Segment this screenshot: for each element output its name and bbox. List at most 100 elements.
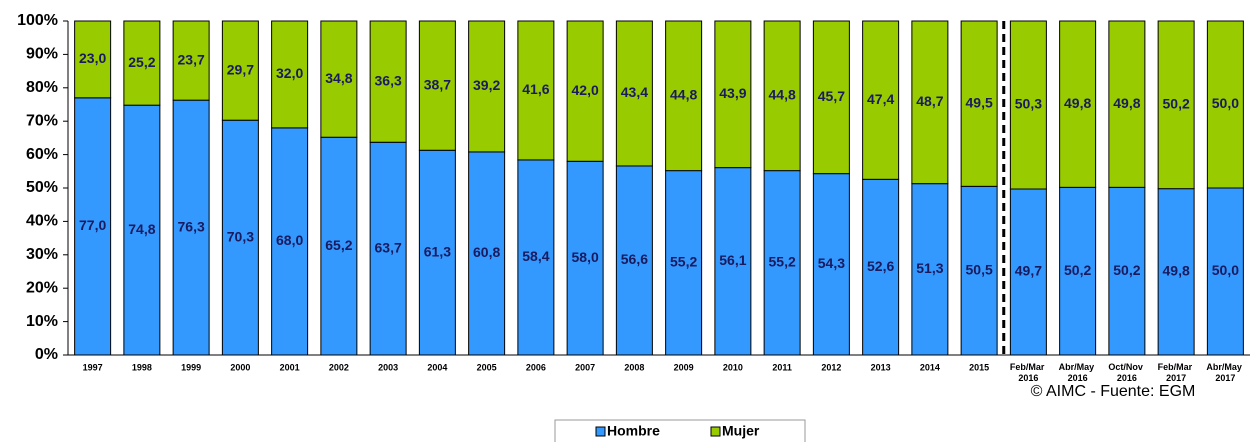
value-label: 45,7 <box>818 88 845 104</box>
bar-segment <box>862 178 900 356</box>
bar-segment <box>960 20 998 187</box>
value-label: 50,5 <box>966 261 993 277</box>
legend-swatch <box>710 426 721 437</box>
value-label: 56,1 <box>719 252 746 268</box>
bar-segment <box>172 20 210 101</box>
value-label: 49,8 <box>1064 95 1091 111</box>
x-tick-label: Oct/Nov 2016 <box>1108 362 1145 383</box>
value-label: 51,3 <box>916 260 943 276</box>
x-tick-label: 2011 <box>772 362 792 372</box>
bar-segment <box>1108 20 1146 188</box>
bar-segment <box>665 20 703 172</box>
bar-segment <box>615 20 653 167</box>
x-tick-label: 2003 <box>378 362 398 372</box>
value-label: 36,3 <box>375 72 402 88</box>
value-label: 50,0 <box>1212 95 1239 111</box>
value-label: 49,5 <box>966 94 993 110</box>
value-label: 70,3 <box>227 228 254 244</box>
value-label: 50,0 <box>1212 262 1239 278</box>
bar-segment <box>763 170 801 356</box>
bar-segment <box>369 20 407 143</box>
bar-segment <box>369 141 407 356</box>
value-label: 54,3 <box>818 255 845 271</box>
value-label: 23,0 <box>79 50 106 66</box>
bar-segment <box>123 20 161 106</box>
x-tick-label: 2013 <box>871 362 891 372</box>
bar-segment <box>1157 188 1195 356</box>
value-label: 52,6 <box>867 258 894 274</box>
bar-segment <box>1157 20 1195 190</box>
x-tick-label: Abr/May 2016 <box>1059 362 1097 383</box>
value-label: 44,8 <box>670 87 697 103</box>
value-label: 50,3 <box>1015 96 1042 112</box>
legend-swatch <box>595 426 606 437</box>
bar-segment <box>172 99 210 356</box>
bar-segment <box>862 20 900 180</box>
bar-segment <box>517 20 555 161</box>
x-tick-label: Feb/Mar 2016 <box>1010 362 1047 383</box>
value-label: 50,2 <box>1064 262 1091 278</box>
x-tick-label: 1997 <box>83 362 103 372</box>
value-label: 43,9 <box>719 85 746 101</box>
value-label: 44,8 <box>769 87 796 103</box>
bar-segment <box>74 20 112 99</box>
bar-segment <box>566 20 604 162</box>
x-tick-label: 2010 <box>723 362 743 372</box>
bar-segment <box>714 20 752 169</box>
y-tick-label: 60% <box>26 146 58 163</box>
legend-label: Mujer <box>722 423 760 439</box>
value-label: 34,8 <box>325 70 352 86</box>
value-label: 58,4 <box>522 248 549 264</box>
bar-segment <box>1009 20 1047 190</box>
value-label: 39,2 <box>473 77 500 93</box>
bar-segment <box>960 185 998 356</box>
value-label: 32,0 <box>276 65 303 81</box>
value-label: 47,4 <box>867 91 894 107</box>
y-tick-label: 100% <box>17 12 58 29</box>
value-label: 25,2 <box>128 54 155 70</box>
value-label: 56,6 <box>621 251 648 267</box>
value-label: 38,7 <box>424 76 451 92</box>
bar-segment <box>221 20 259 121</box>
bar-segment <box>468 151 506 356</box>
y-tick-label: 80% <box>26 79 58 96</box>
value-label: 68,0 <box>276 232 303 248</box>
x-tick-label: 2006 <box>526 362 546 372</box>
bar-segment <box>714 167 752 356</box>
x-tick-label: 2012 <box>821 362 841 372</box>
bar-segment <box>615 165 653 356</box>
value-label: 55,2 <box>769 254 796 270</box>
bar-segment <box>271 20 309 129</box>
y-tick-label: 70% <box>26 112 58 129</box>
x-tick-label: 2014 <box>920 362 940 372</box>
value-label: 77,0 <box>79 217 106 233</box>
bar-segment <box>1206 20 1244 189</box>
y-tick-label: 10% <box>26 313 58 330</box>
bar-segment <box>911 20 949 185</box>
x-tick-label: 2008 <box>624 362 644 372</box>
value-label: 61,3 <box>424 243 451 259</box>
value-label: 49,7 <box>1015 263 1042 279</box>
y-tick-label: 40% <box>26 213 58 230</box>
value-label: 60,8 <box>473 244 500 260</box>
value-label: 49,8 <box>1163 263 1190 279</box>
y-tick-label: 30% <box>26 246 58 263</box>
bar-segment <box>911 183 949 356</box>
x-tick-label: 1999 <box>181 362 201 372</box>
x-tick-label: 2001 <box>280 362 300 372</box>
bar-segment <box>1206 187 1244 356</box>
value-label: 63,7 <box>375 239 402 255</box>
y-tick-label: 50% <box>26 179 58 196</box>
x-tick-label: 2000 <box>230 362 250 372</box>
value-label: 42,0 <box>572 82 599 98</box>
bar-segment <box>221 119 259 356</box>
x-tick-label: 2004 <box>427 362 447 372</box>
bar-segment <box>1009 188 1047 356</box>
bar-segment <box>763 20 801 172</box>
value-label: 43,4 <box>621 84 648 100</box>
bar-segment <box>418 149 456 356</box>
value-label: 23,7 <box>178 51 205 67</box>
value-label: 29,7 <box>227 61 254 77</box>
x-tick-label: 2007 <box>575 362 595 372</box>
